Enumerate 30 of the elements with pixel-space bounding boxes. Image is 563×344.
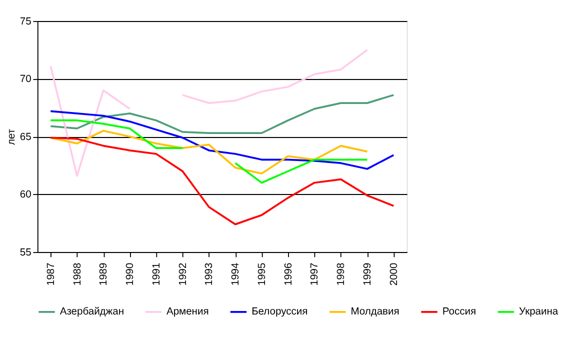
legend-label: Белоруссия: [252, 306, 308, 318]
x-tick-label: 1990: [125, 262, 136, 286]
x-tick-label: 1988: [72, 262, 84, 286]
x-tick-label: 1987: [46, 262, 57, 286]
y-tick-label: 55: [20, 247, 32, 258]
legend-label: Молдавия: [350, 306, 400, 318]
line-series: [50, 110, 395, 170]
y-tick-label: 75: [20, 16, 32, 28]
x-tick-label: 1995: [256, 262, 268, 286]
y-tick-label: 60: [20, 190, 32, 201]
legend-label: Армения: [166, 306, 209, 318]
x-tick-label: 1993: [204, 262, 216, 286]
x-tick-label: 1989: [98, 262, 110, 286]
x-tick-label: 1997: [310, 262, 321, 286]
line-series: [50, 130, 368, 174]
x-tick-label: 1998: [336, 262, 348, 286]
x-tick-label: 1994: [230, 262, 242, 286]
x-tick-label: 2000: [388, 262, 400, 286]
line-series: [50, 94, 395, 134]
x-tick-label: 1996: [283, 262, 294, 286]
y-tick-label: 70: [20, 74, 32, 86]
x-tick-label: 1991: [151, 262, 162, 286]
legend-label: Украина: [519, 306, 558, 318]
x-tick-label: 1999: [362, 262, 374, 286]
y-tick-label: 65: [20, 132, 32, 143]
y-axis-title: лет: [6, 128, 18, 146]
legend-label: Россия: [442, 306, 476, 318]
legend-label: Азербайджан: [60, 306, 124, 318]
x-tick-label: 1992: [178, 262, 189, 286]
line-series: [50, 136, 395, 226]
